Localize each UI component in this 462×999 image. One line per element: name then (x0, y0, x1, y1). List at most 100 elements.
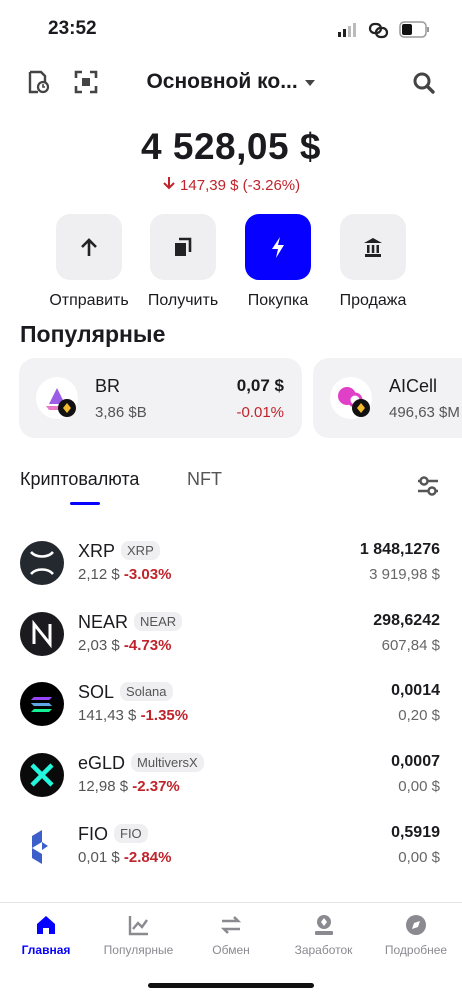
nav-icon[interactable] (127, 913, 151, 942)
nav-icon[interactable] (34, 913, 58, 942)
action-icon (364, 238, 382, 257)
asset-value: 3 919,98 $ (369, 566, 440, 583)
asset-name-tag: MultiversX (131, 753, 204, 772)
asset-row[interactable]: FIO FIO 0,01 $ -2.84% 0,5919 0,00 $ (0, 824, 462, 884)
asset-symbol-line: SOL Solana (78, 682, 173, 703)
asset-value: 0,20 $ (398, 707, 440, 724)
asset-row[interactable]: SOL Solana 141,43 $ -1.35% 0,0014 0,20 $ (0, 682, 462, 742)
nav-label[interactable]: Заработок (294, 943, 353, 957)
coin-icon (20, 612, 64, 656)
nav-icon[interactable] (312, 913, 336, 942)
action-button[interactable] (340, 214, 406, 280)
search-icon[interactable] (412, 71, 436, 95)
nav-icon-svg (128, 916, 148, 936)
tab[interactable]: NFT (187, 469, 222, 489)
balance-change: 147,39 $ (-3.26%) (180, 177, 301, 194)
asset-amount: 298,6242 (373, 612, 440, 629)
history-icon[interactable] (26, 70, 50, 94)
asset-symbol-line: XRP XRP (78, 541, 160, 562)
nav-icon-svg (314, 915, 333, 935)
nav-icon-svg (406, 915, 426, 935)
card-symbol: AICell (389, 376, 438, 396)
nav-label[interactable]: Подробнее (384, 943, 448, 957)
coin-icon (330, 377, 372, 419)
home-indicator (148, 983, 314, 988)
asset-sub-line: 12,98 $ -2.37% (78, 778, 180, 795)
action-icon (81, 238, 97, 256)
popular-card[interactable]: AICell 496,63 $M (313, 358, 462, 438)
coin-icon (20, 541, 64, 585)
asset-row[interactable]: NEAR NEAR 2,03 $ -4.73% 298,6242 607,84 $ (0, 612, 462, 672)
asset-symbol-line: FIO FIO (78, 824, 148, 845)
coin-icon (36, 377, 78, 419)
asset-change: -3.03% (123, 566, 172, 583)
status-icons (338, 21, 429, 39)
card-volume: 3,86 $B (95, 404, 147, 421)
asset-symbol-line: NEAR NEAR (78, 612, 183, 633)
account-selector[interactable]: Основной ко... (0, 70, 462, 94)
asset-sub-line: 2,03 $ -4.73% (78, 637, 171, 654)
action-button[interactable] (245, 214, 311, 280)
action-label: Продажа (339, 292, 407, 309)
asset-symbol: NEAR (78, 612, 129, 632)
nav-label-active[interactable]: Главная (21, 943, 71, 957)
status-time: 23:52 (48, 18, 97, 39)
asset-name-tag: XRP (121, 541, 160, 560)
asset-symbol: eGLD (78, 753, 126, 773)
asset-change: -2.37% (132, 778, 180, 795)
nav-label[interactable]: Популярные (103, 943, 174, 957)
card-change: -0.01% (236, 404, 284, 421)
filter-icon[interactable] (416, 474, 440, 498)
asset-price: 2,03 $ (78, 637, 120, 654)
asset-change: -4.73% (123, 637, 172, 654)
asset-value: 0,00 $ (398, 778, 440, 795)
action-label: Отправить (49, 292, 129, 309)
asset-amount: 1 848,1276 (359, 541, 440, 558)
asset-name-tag: NEAR (134, 612, 183, 631)
coin-icon (32, 830, 48, 864)
card-symbol: BR (95, 376, 121, 396)
card-price: 0,07 $ (236, 376, 284, 395)
action-button[interactable] (150, 214, 216, 280)
nav-icon-svg (37, 916, 55, 934)
asset-name-tag: Solana (120, 682, 173, 701)
nav-label[interactable]: Обмен (212, 943, 250, 957)
nav-icon-svg (220, 916, 242, 934)
asset-symbol: SOL (78, 682, 115, 702)
action-button[interactable] (56, 214, 122, 280)
action-label: Получить (147, 292, 219, 309)
scan-icon[interactable] (74, 70, 98, 94)
balance-total: 4 528,05 $ (141, 126, 321, 167)
bottom-nav: Главная Популярные Обмен Заработок Подробнее (0, 902, 462, 999)
asset-sub-line: 141,43 $ -1.35% (78, 707, 188, 724)
account-name: Основной ко... (146, 70, 298, 93)
coin-icon (20, 753, 64, 797)
dropdown-icon (304, 80, 315, 86)
asset-row[interactable]: XRP XRP 2,12 $ -3.03% 1 848,1276 3 919,98 $ (0, 541, 462, 601)
asset-amount: 0,0007 (391, 753, 440, 770)
action-label: Покупка (247, 292, 309, 309)
asset-change: -2.84% (123, 849, 172, 866)
nav-icon[interactable] (219, 913, 243, 942)
tab-active[interactable]: Криптовалюта (20, 469, 140, 489)
balance-change-row: 147,39 $ (-3.26%) (0, 176, 462, 194)
asset-price: 2,12 $ (78, 566, 120, 583)
asset-price: 141,43 $ (78, 707, 137, 724)
asset-amount: 0,5919 (391, 824, 440, 841)
nav-icon[interactable] (404, 913, 428, 942)
asset-sub-line: 0,01 $ -2.84% (78, 849, 171, 866)
action-icon (272, 237, 284, 258)
popular-card[interactable]: BR 3,86 $B 0,07 $ -0.01% (19, 358, 302, 438)
tab-indicator (70, 502, 100, 505)
asset-sub-line: 2,12 $ -3.03% (78, 566, 171, 583)
asset-symbol: FIO (78, 824, 108, 844)
asset-row[interactable]: eGLD MultiversX 12,98 $ -2.37% 0,0007 0,00 $ (0, 753, 462, 813)
asset-symbol: XRP (78, 541, 116, 561)
asset-value: 0,00 $ (398, 849, 440, 866)
popular-title: Популярные (20, 321, 166, 347)
asset-change: -1.35% (140, 707, 189, 724)
down-arrow (163, 177, 175, 190)
asset-symbol-line: eGLD MultiversX (78, 753, 204, 774)
card-volume: 496,63 $M (389, 404, 460, 421)
